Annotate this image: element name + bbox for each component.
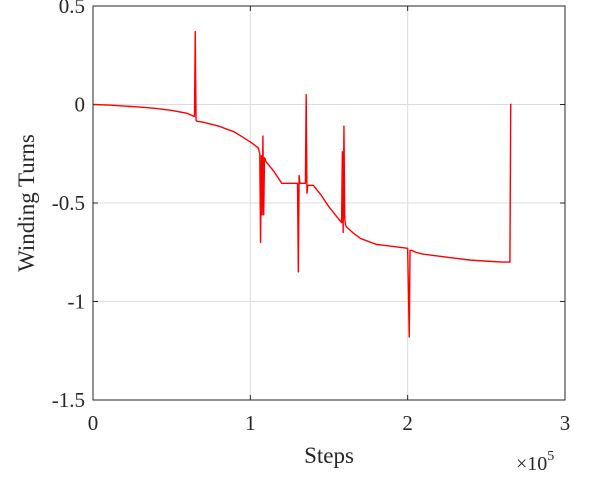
grid bbox=[93, 6, 565, 400]
plot-border bbox=[92, 5, 566, 401]
y-tick-label: 0.5 bbox=[59, 0, 85, 18]
x-tick-label: 0 bbox=[88, 411, 99, 435]
x-axis-label: Steps bbox=[304, 443, 354, 468]
tick-labels: 0 1 2 3 -1.5 -1 -0.5 0 0.5 bbox=[52, 0, 571, 435]
x-exponent-label: ×105 bbox=[516, 449, 554, 475]
y-tick-label: -1.5 bbox=[52, 388, 85, 412]
y-axis-label: Winding Turns bbox=[14, 134, 39, 272]
x-tick-label: 2 bbox=[402, 411, 413, 435]
x-tick-label: 1 bbox=[245, 411, 256, 435]
y-tick-label: -1 bbox=[68, 290, 86, 314]
y-tick-label: -0.5 bbox=[52, 191, 85, 215]
y-tick-label: 0 bbox=[75, 93, 86, 117]
series-line bbox=[92, 30, 512, 338]
x-tick-label: 3 bbox=[560, 411, 571, 435]
